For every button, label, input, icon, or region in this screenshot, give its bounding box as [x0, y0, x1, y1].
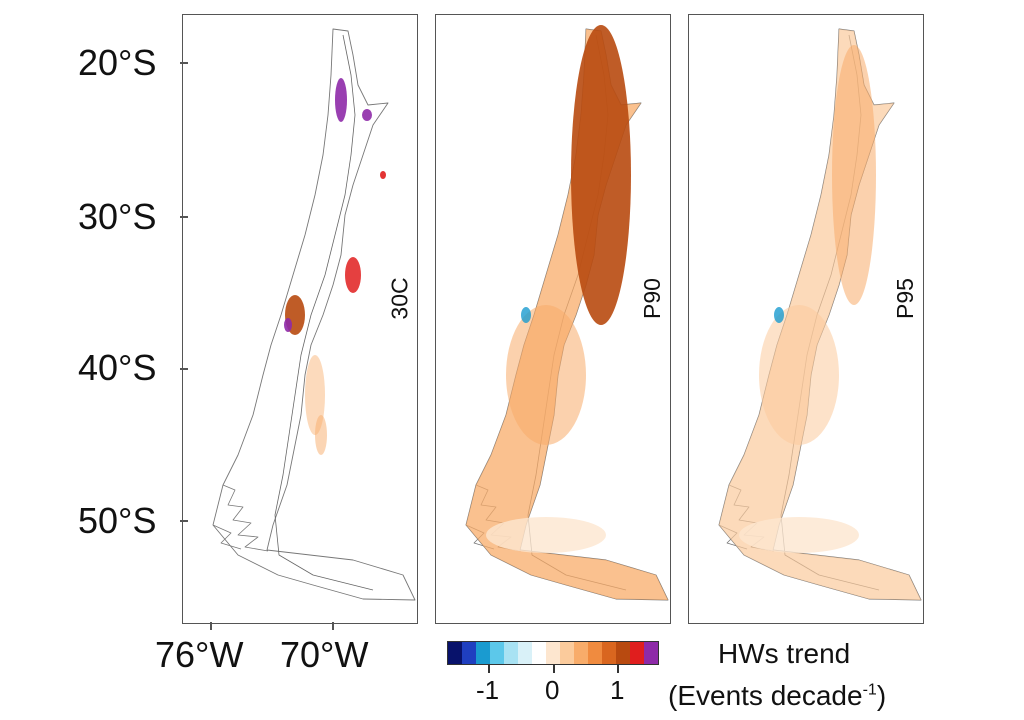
- colorbar-swatch: [504, 642, 518, 664]
- trend-negative-coast: [774, 307, 784, 323]
- colorbar-swatch: [476, 642, 490, 664]
- trend-shading: [284, 78, 386, 455]
- panel-label-p90: P90: [638, 278, 665, 319]
- colorbar-swatch: [448, 642, 462, 664]
- lat-tick: [180, 62, 188, 64]
- map-panel-p95: P95: [688, 14, 924, 624]
- lat-label-20s: 20°S: [78, 42, 157, 83]
- lon-tick: [210, 622, 212, 630]
- panel-label-30c: 30C: [386, 277, 413, 320]
- colorbar-swatch: [630, 642, 644, 664]
- colorbar-label-neg1: -1: [476, 675, 500, 705]
- hotspot: [284, 318, 292, 332]
- colorbar-title: HWs trend: [718, 638, 851, 669]
- lat-label-40s: 40°S: [78, 347, 157, 388]
- map-panel-30c: 30C: [182, 14, 418, 624]
- colorbar-swatch: [602, 642, 616, 664]
- map-p90-svg: [465, 25, 669, 601]
- hotspot: [315, 415, 327, 455]
- lat-label-30s: 30°S: [78, 196, 157, 237]
- lat-tick: [180, 216, 188, 218]
- trend-core: [571, 25, 631, 325]
- lon-label-70w: 70°W: [280, 634, 369, 675]
- trend-south: [759, 305, 839, 445]
- colorbar: [447, 641, 659, 665]
- coastline: [212, 28, 416, 601]
- lat-tick: [180, 368, 188, 370]
- trend-patagonia: [486, 517, 606, 553]
- lat-tick: [180, 520, 188, 522]
- colorbar-swatch: [588, 642, 602, 664]
- trend-south: [506, 305, 586, 445]
- lat-label-50s: 50°S: [78, 500, 157, 541]
- hotspot: [362, 109, 372, 121]
- map-p95-svg: [718, 28, 922, 601]
- hotspot: [345, 257, 361, 293]
- map-30c-svg: [212, 28, 416, 601]
- trend-fill-base: [719, 29, 921, 600]
- colorbar-swatch: [546, 642, 560, 664]
- colorbar-tick: [488, 665, 490, 673]
- trend-negative-coast: [521, 307, 531, 323]
- lon-label-76w: 76°W: [155, 634, 244, 675]
- trend-core: [832, 45, 876, 305]
- trend-shading: [719, 29, 921, 600]
- colorbar-swatch: [490, 642, 504, 664]
- fjords: [212, 484, 269, 552]
- hotspot: [335, 78, 347, 122]
- colorbar-swatch: [560, 642, 574, 664]
- colorbar-swatch: [518, 642, 532, 664]
- hotspot: [380, 171, 386, 179]
- colorbar-swatch: [644, 642, 658, 664]
- colorbar-label-0: 0: [545, 675, 560, 705]
- chile-coastline: [212, 28, 416, 601]
- colorbar-label-1: 1: [610, 675, 625, 705]
- map-panel-p90: P90: [435, 14, 671, 624]
- lon-tick: [332, 622, 334, 630]
- trend-fill-base: [466, 29, 668, 600]
- panel-label-p95: P95: [891, 278, 918, 319]
- colorbar-swatch: [462, 642, 476, 664]
- colorbar-tick: [617, 665, 619, 673]
- colorbar-units: (Events decade-1): [668, 680, 887, 711]
- border-line: [274, 34, 374, 591]
- trend-patagonia: [739, 517, 859, 553]
- hotspot: [305, 355, 325, 435]
- colorbar-swatch: [532, 642, 546, 664]
- trend-shading: [466, 25, 668, 600]
- colorbar-tick: [553, 665, 555, 673]
- colorbar-swatch: [616, 642, 630, 664]
- colorbar-swatch: [574, 642, 588, 664]
